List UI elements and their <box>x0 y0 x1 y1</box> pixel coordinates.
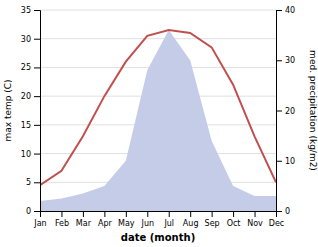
tick-mark <box>190 211 191 217</box>
grid-line <box>40 10 276 11</box>
x-axis-title: date (month) <box>121 232 195 243</box>
x-axis: Jan Feb Mar Apr May Jun Jul Aug Sep Oct Nov Dec <box>33 211 284 228</box>
tick: Feb <box>55 211 69 228</box>
tick: 15 <box>21 121 40 130</box>
tick-mark <box>276 161 282 162</box>
y-axis-title: max temp (C) <box>3 79 13 141</box>
tick-label: Jun <box>141 219 155 228</box>
tick: Oct <box>227 211 241 228</box>
tick-mark <box>34 96 40 97</box>
tick: Jul <box>163 211 174 228</box>
tick-mark <box>34 182 40 183</box>
tick-mark <box>126 211 127 217</box>
tick-mark <box>276 211 282 212</box>
tick-label: 30 <box>285 56 295 65</box>
tick: 30 <box>276 56 295 65</box>
tick-mark <box>233 211 234 217</box>
tick-label: May <box>118 219 135 228</box>
tick-mark <box>34 154 40 155</box>
tick: 35 <box>21 6 40 15</box>
tick: May <box>118 211 135 228</box>
tick-mark <box>34 10 40 11</box>
tick-mark <box>104 211 105 217</box>
tick-label: 5 <box>26 178 31 187</box>
tick-label: Jan <box>33 219 46 228</box>
axis-line <box>277 11 283 212</box>
tick-label: 15 <box>21 121 31 130</box>
tick: 30 <box>21 35 40 44</box>
tick-label: 10 <box>21 150 31 159</box>
tick: Jun <box>141 211 155 228</box>
tick-label: Sep <box>205 219 220 228</box>
tick-mark <box>255 211 256 217</box>
axis-line <box>34 11 41 212</box>
marks <box>40 30 276 211</box>
y2-axis: 0 10 20 30 40 <box>276 6 295 216</box>
tick-mark <box>83 211 84 217</box>
tick: Aug <box>183 211 199 228</box>
tick: Sep <box>205 211 220 228</box>
tick: 0 <box>276 207 290 216</box>
grid <box>40 10 276 211</box>
y-axis: 0 5 10 15 20 25 30 35 <box>21 6 41 216</box>
tick: Dec <box>269 211 284 228</box>
tick-label: 0 <box>26 207 31 216</box>
y2-axis-title: med. precipitation (kg/m2) <box>308 50 318 171</box>
tick-mark <box>34 125 40 126</box>
tick-label: Aug <box>183 219 199 228</box>
tick-mark <box>34 67 40 68</box>
tick: Nov <box>247 211 263 228</box>
tick-mark <box>61 211 62 217</box>
tick-label: 0 <box>285 207 290 216</box>
tick-label: 25 <box>21 63 31 72</box>
tick-label: Jul <box>163 219 174 228</box>
tick: 10 <box>276 157 295 166</box>
tick: 40 <box>276 6 295 15</box>
line <box>40 30 276 185</box>
tick-mark <box>147 211 148 217</box>
tick: Jan <box>33 211 46 228</box>
tick: 10 <box>21 150 40 159</box>
tick-label: 35 <box>21 6 31 15</box>
tick: 20 <box>276 107 295 116</box>
tick-mark <box>34 211 40 212</box>
tick-label: Nov <box>247 219 263 228</box>
axis-line <box>41 212 277 218</box>
tick-label: Mar <box>76 219 92 228</box>
tick-mark <box>276 60 282 61</box>
plot: JanFebMarAprMayJunJulAugSepOctNovDec0510… <box>21 6 295 228</box>
tick: Mar <box>76 211 92 228</box>
chart: JanFebMarAprMayJunJulAugSepOctNovDec0510… <box>0 0 318 247</box>
tick-mark <box>169 211 170 217</box>
tick-label: 20 <box>21 92 31 101</box>
tick-mark <box>276 111 282 112</box>
tick-mark <box>212 211 213 217</box>
tick: 20 <box>21 92 40 101</box>
tick: 5 <box>26 178 40 187</box>
tick-label: 20 <box>285 107 295 116</box>
tick: Apr <box>98 211 113 228</box>
tick-label: 30 <box>21 35 31 44</box>
tick: 0 <box>26 207 40 216</box>
tick-label: 10 <box>285 157 295 166</box>
tick-label: Apr <box>98 219 113 228</box>
tick-mark <box>276 10 282 11</box>
tick-label: Oct <box>227 219 241 228</box>
tick: 25 <box>21 63 40 72</box>
tick-label: Dec <box>269 219 284 228</box>
grid-line <box>40 38 276 39</box>
area <box>40 30 276 211</box>
tick-label: Feb <box>55 219 69 228</box>
tick-mark <box>34 39 40 40</box>
tick-label: 40 <box>285 6 295 15</box>
